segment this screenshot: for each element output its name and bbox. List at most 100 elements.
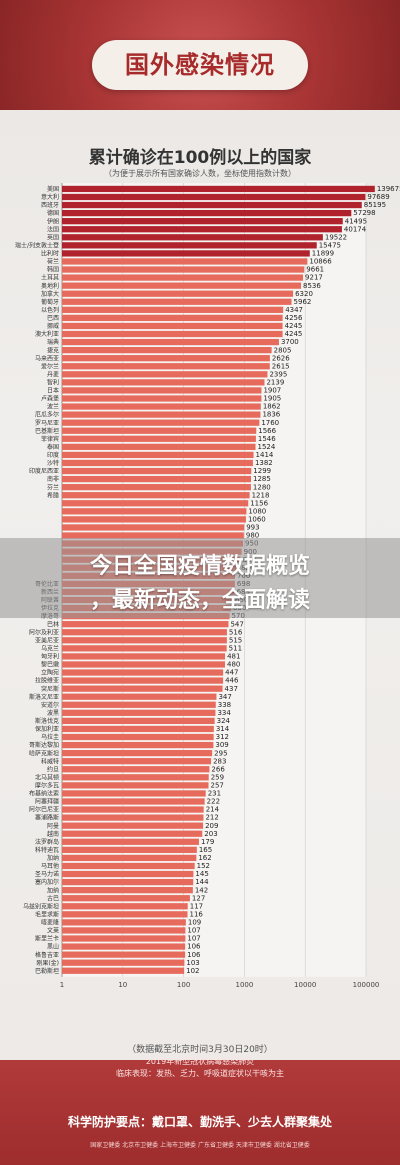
bar: [62, 226, 342, 233]
bar: [62, 717, 215, 725]
bar: [62, 766, 210, 773]
value-label: 338: [218, 701, 231, 709]
value-label: 1285: [253, 475, 271, 483]
value-label: 203: [204, 830, 217, 838]
category-label: 南非: [47, 475, 59, 483]
x-tick-label: 100000: [353, 981, 380, 989]
bar: [62, 234, 323, 241]
x-tick-label: 1: [60, 981, 64, 989]
bar: [62, 701, 216, 708]
value-label: 106: [187, 951, 201, 959]
category-label: 沙特: [47, 459, 59, 467]
bar: [62, 725, 214, 733]
value-label: 481: [227, 653, 240, 661]
value-label: 447: [225, 669, 238, 677]
value-label: 347: [218, 693, 231, 701]
bar: [62, 798, 205, 805]
category-label: 加拿大: [41, 290, 59, 298]
category-label: 澳大利亚: [35, 330, 59, 338]
value-label: 10866: [309, 258, 332, 266]
category-label: 马耳他: [41, 862, 59, 870]
value-label: 480: [227, 661, 240, 669]
bar: [62, 846, 197, 853]
value-label: 257: [211, 782, 224, 790]
bar: [62, 653, 226, 660]
bar: [62, 258, 308, 265]
category-label: 瑞典: [47, 338, 59, 346]
value-label: 97689: [367, 193, 389, 201]
value-label: 1546: [258, 435, 276, 443]
bar: [62, 266, 305, 273]
value-label: 1218: [252, 491, 270, 499]
bar: [62, 209, 352, 217]
bar: [62, 693, 217, 700]
category-label: 保加利亚: [35, 725, 59, 733]
bar: [62, 790, 206, 797]
bar: [62, 419, 260, 426]
bar: [62, 935, 186, 942]
category-label: 泰国: [47, 443, 59, 451]
value-label: 1280: [253, 483, 271, 491]
category-label: 菲律宾: [41, 435, 59, 443]
x-tick-label: 1000: [235, 981, 253, 989]
value-label: 214: [206, 806, 220, 814]
value-label: 1566: [258, 427, 276, 435]
category-label: 丹麦: [47, 370, 59, 378]
bar: [62, 669, 224, 676]
value-label: 127: [192, 894, 205, 902]
value-label: 2805: [274, 346, 292, 354]
value-label: 1080: [248, 507, 266, 515]
value-label: 209: [205, 822, 218, 830]
category-label: 捷克: [47, 346, 59, 354]
category-label: 波兰: [47, 403, 59, 411]
category-label: 立陶宛: [41, 669, 59, 677]
bar: [62, 516, 246, 523]
bar: [62, 379, 265, 386]
value-label: 9217: [305, 274, 323, 282]
x-tick-label: 10: [118, 981, 127, 989]
category-label: 文莱: [47, 927, 59, 935]
x-tick-label: 10000: [294, 981, 316, 989]
category-label: 厄瓜多尔: [35, 411, 59, 419]
bar: [62, 927, 186, 934]
value-label: 6320: [295, 290, 313, 298]
category-label: 法国: [47, 225, 59, 233]
value-label: 4245: [285, 330, 303, 338]
bar: [62, 733, 214, 741]
bar: [62, 387, 262, 394]
bar: [62, 411, 261, 418]
bar: [62, 242, 317, 249]
bar: [62, 951, 186, 958]
value-label: 144: [195, 878, 209, 886]
bar: [62, 314, 283, 322]
bar: [62, 645, 227, 652]
bar: [62, 838, 199, 845]
value-label: 334: [217, 709, 231, 717]
category-label: 马来西亚: [35, 354, 59, 362]
value-label: 15475: [319, 241, 341, 249]
category-label: 哈萨克斯坦: [29, 749, 59, 757]
value-label: 40174: [344, 225, 367, 233]
footer-subtitle: 临床表现：发热、乏力、呼吸道症状以干咳为主: [116, 1069, 284, 1078]
value-label: 2395: [269, 370, 287, 378]
value-label: 222: [207, 798, 220, 806]
value-label: 1299: [253, 467, 271, 475]
category-label: 意大利: [41, 193, 59, 201]
bar: [62, 741, 214, 749]
category-label: 刚果(金): [36, 959, 59, 967]
x-tick-label: 100: [177, 981, 190, 989]
value-label: 85195: [364, 201, 386, 209]
bar: [62, 806, 204, 813]
value-label: 5962: [294, 298, 312, 306]
category-label: 巴林: [47, 620, 59, 628]
bar: [62, 218, 343, 225]
category-label: 芬兰: [47, 483, 59, 491]
value-label: 231: [208, 790, 221, 798]
category-label: 阿曼: [47, 822, 59, 830]
value-label: 312: [216, 733, 229, 741]
category-label: 希腊: [47, 491, 59, 499]
bar: [62, 427, 257, 434]
value-label: 309: [215, 741, 228, 749]
footer-slogan: 科学防护要点：戴口罩、勤洗手、少去人群聚集处: [67, 1115, 332, 1129]
category-label: 乌克兰: [41, 644, 59, 652]
